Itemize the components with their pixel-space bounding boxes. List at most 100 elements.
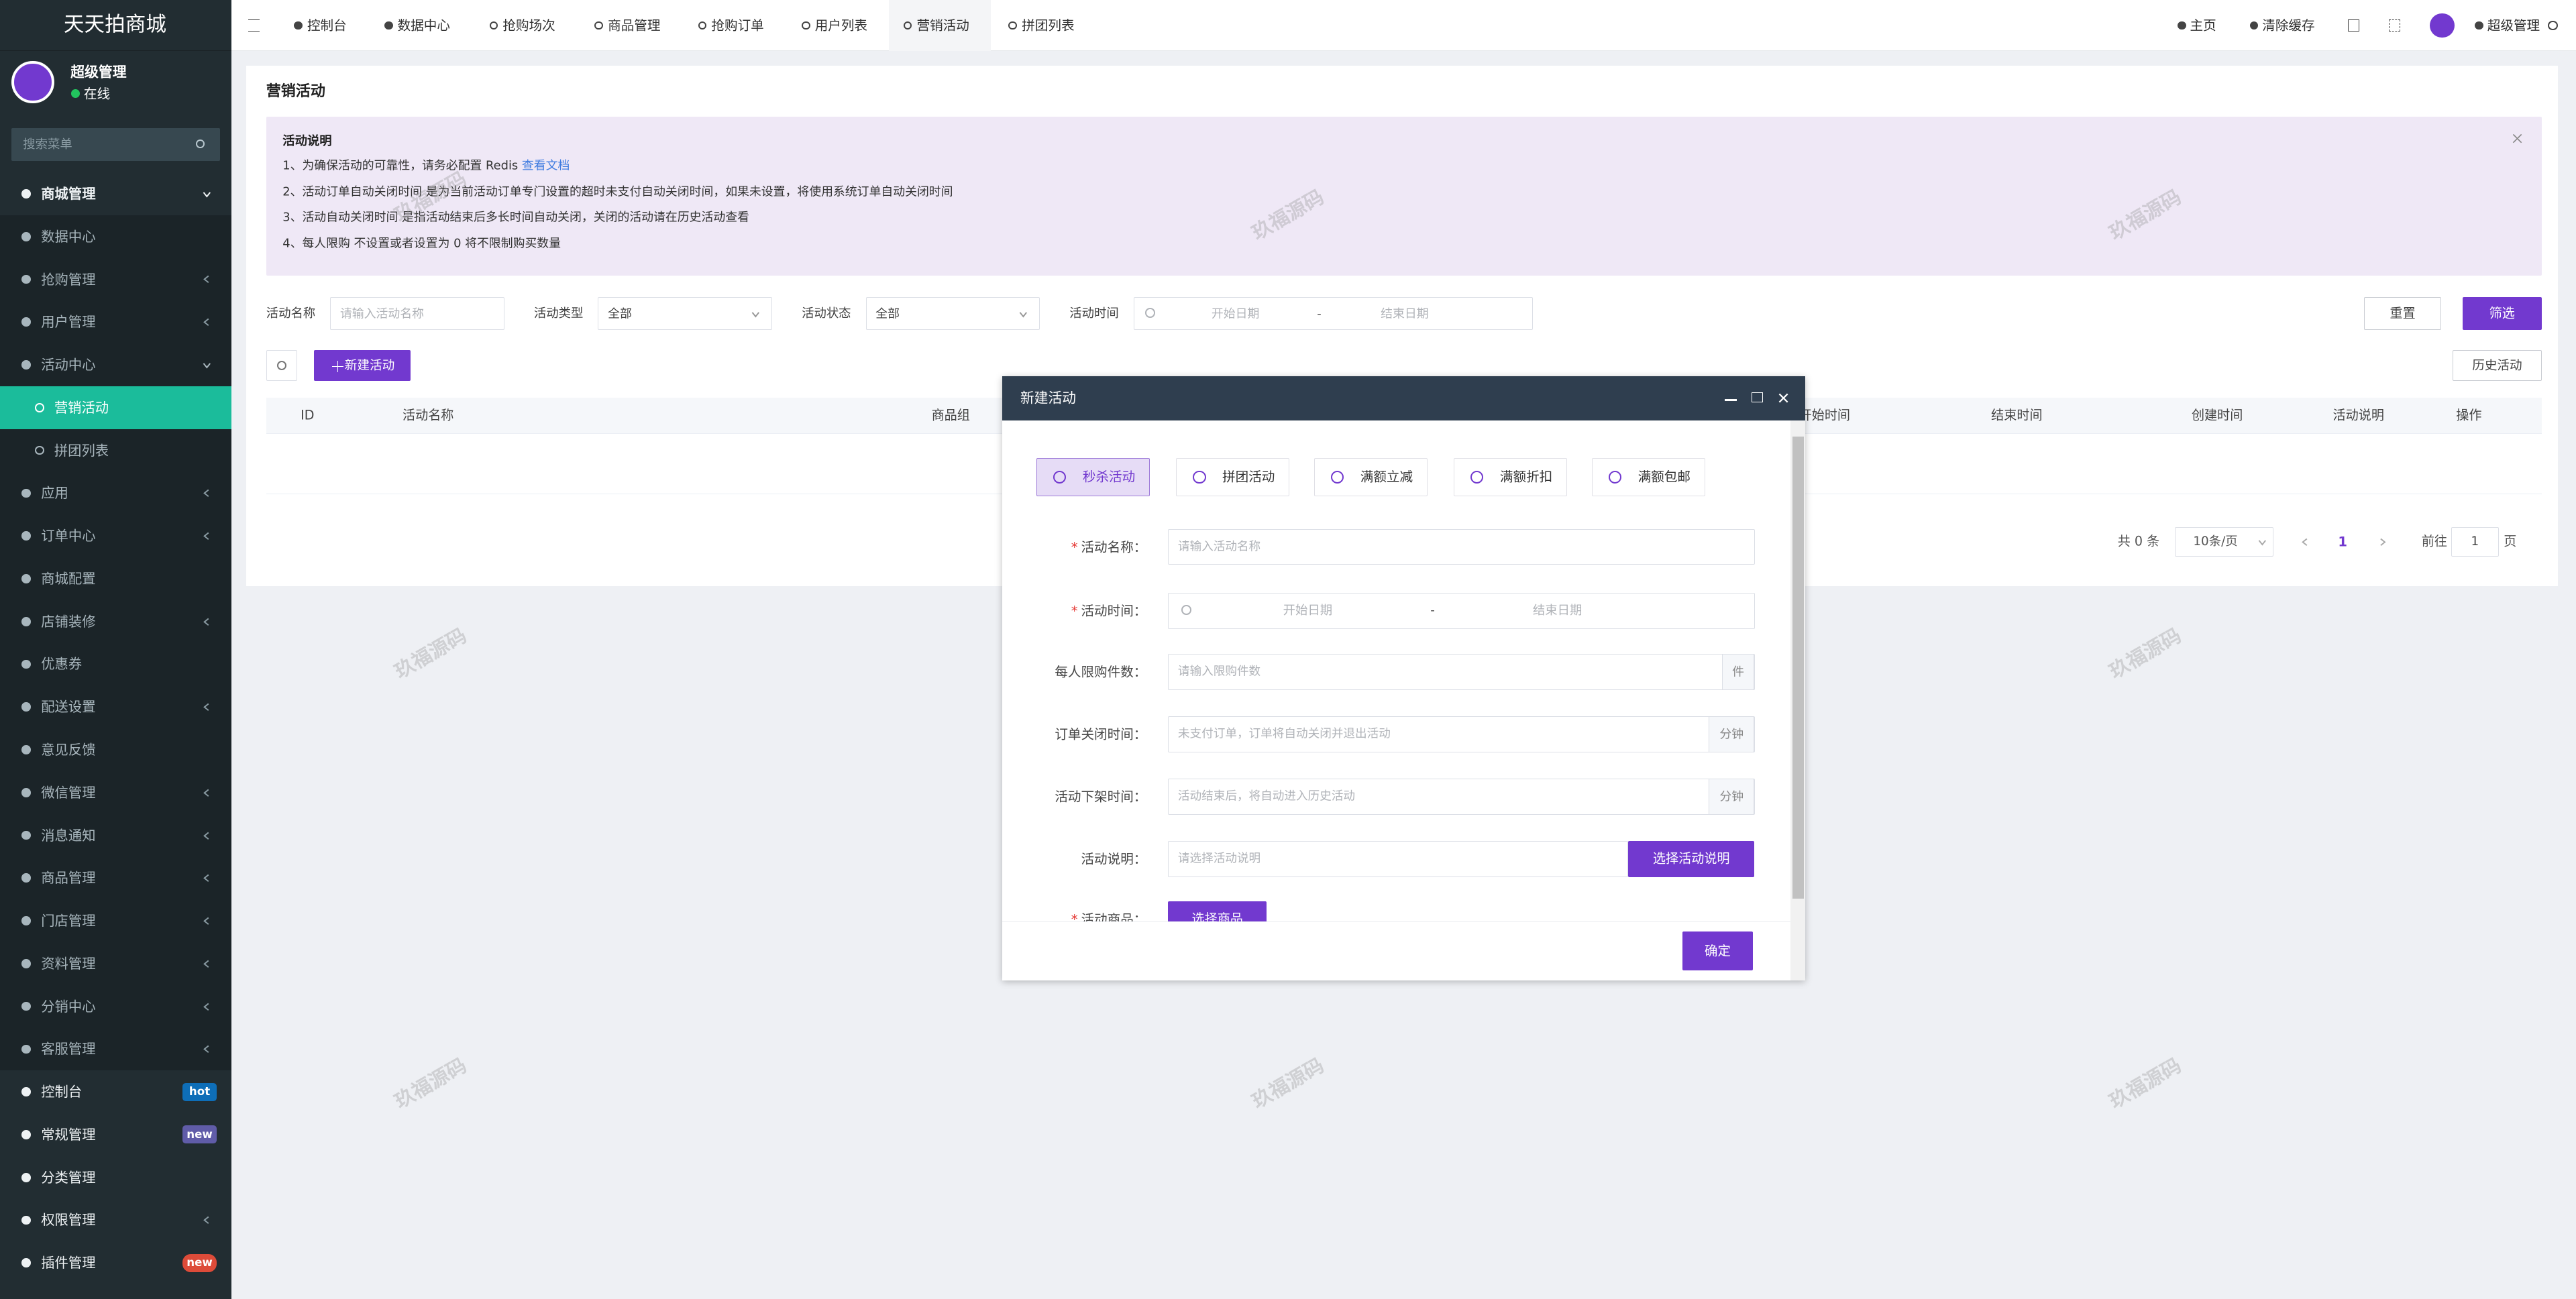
menu-item[interactable]: [0, 471, 232, 515]
user-name: 超级管理: [70, 64, 127, 80]
menu-item[interactable]: [0, 514, 232, 558]
topbar-link[interactable]: 超级管理: [2487, 17, 2540, 34]
search-icon: [196, 139, 205, 148]
menu-search[interactable]: [11, 128, 221, 161]
confirm-label: 确定: [1704, 943, 1731, 959]
menu-arrow: [202, 488, 212, 498]
chevron: [2301, 538, 2307, 547]
page-size-arrow: [2257, 537, 2267, 547]
doc-link[interactable]: 查看文档: [521, 158, 570, 173]
page-size-select[interactable]: [2175, 527, 2274, 557]
reset-btn[interactable]: [2364, 297, 2442, 331]
menu-item[interactable]: [0, 172, 232, 215]
menu-item[interactable]: [0, 343, 232, 386]
menu-icon: [21, 1001, 32, 1011]
modal-close[interactable]: [1778, 392, 1789, 404]
required-mark: *: [1071, 539, 1078, 555]
field-input[interactable]: [1168, 593, 1755, 629]
menu-arrow: [202, 189, 212, 199]
fullscreen-btn[interactable]: [2347, 19, 2359, 32]
field-label: 每人限购件数：: [1055, 663, 1147, 679]
create-btn[interactable]: [313, 349, 411, 382]
filter-input[interactable]: [1133, 297, 1533, 331]
menu-icon: [34, 402, 44, 412]
filter-btn[interactable]: [2463, 297, 2542, 331]
menu-item[interactable]: [0, 899, 232, 943]
watermark: 玖福源码: [2105, 624, 2186, 683]
menu-item[interactable]: [0, 215, 232, 258]
filter-placeholder: 请输入活动名称: [339, 306, 424, 321]
avatar: [11, 60, 54, 104]
current-page[interactable]: 1: [2338, 534, 2348, 550]
notice-close[interactable]: [2512, 133, 2523, 144]
menu-item[interactable]: [0, 728, 232, 771]
filter-input[interactable]: [865, 297, 1040, 331]
menu-item[interactable]: [0, 258, 232, 301]
expand-btn[interactable]: [2388, 19, 2400, 32]
type-label: 拼团活动: [1222, 469, 1275, 485]
date-icon: [1181, 605, 1191, 616]
menu-item[interactable]: [0, 642, 232, 686]
chevron: [203, 363, 211, 369]
select-arrow: [751, 308, 761, 319]
filter-input[interactable]: [330, 297, 504, 331]
menu-item[interactable]: [0, 942, 232, 985]
field-suffix: [1721, 653, 1755, 690]
chevron: [203, 832, 209, 840]
menu-icon: [21, 659, 32, 669]
menu-icon: [21, 830, 32, 840]
modal-max[interactable]: [1751, 392, 1763, 402]
menu-item[interactable]: [0, 771, 232, 814]
menu-item[interactable]: [0, 1027, 232, 1071]
date-end: 结束日期: [1532, 603, 1582, 618]
close-icon: [1778, 393, 1788, 403]
confirm-btn[interactable]: [1682, 931, 1754, 971]
table-column: 活动名称: [402, 407, 454, 423]
field-placeholder: 活动结束后，将自动进入历史活动: [1177, 789, 1356, 803]
menu-item[interactable]: [0, 856, 232, 900]
history-btn[interactable]: [2453, 349, 2542, 382]
menu-label: 营销活动: [54, 399, 109, 416]
menu-label: 意见反馈: [41, 741, 96, 758]
menu-icon: [21, 1258, 32, 1268]
field-input[interactable]: [1168, 528, 1755, 565]
topbar-link[interactable]: 主页: [2190, 17, 2216, 34]
topbar-link[interactable]: 清除缓存: [2262, 17, 2315, 34]
menu-item[interactable]: [0, 300, 232, 344]
filter-input[interactable]: [598, 297, 772, 331]
menu-item[interactable]: [0, 557, 232, 600]
refresh-btn[interactable]: [266, 349, 298, 382]
menu-item[interactable]: [0, 600, 232, 643]
brand: 天天拍商城: [63, 13, 166, 37]
field-input[interactable]: [1168, 840, 1628, 877]
menu-item[interactable]: [0, 984, 232, 1028]
type-icon: [1608, 470, 1622, 484]
menu-toggle[interactable]: [248, 19, 260, 32]
settings-btn[interactable]: [2548, 20, 2559, 31]
tab-label: 拼团列表: [1022, 17, 1075, 34]
menu-item[interactable]: [0, 813, 232, 857]
field-button[interactable]: [1627, 840, 1755, 877]
field-suffix-text: 分钟: [1719, 789, 1744, 804]
field-label: 活动名称：: [1081, 539, 1147, 555]
tab-icon: [384, 21, 393, 30]
notice-line: 2、活动订单自动关闭时间 是为当前活动订单专门设置的超时未支付自动关闭时间，如果…: [282, 184, 953, 199]
chevron: [203, 318, 209, 327]
menu-icon: [21, 616, 32, 626]
date-separator: -: [1430, 603, 1435, 618]
menu-item[interactable]: [0, 1198, 232, 1242]
modal-min[interactable]: [1725, 399, 1737, 401]
menu-label: 用户管理: [41, 314, 96, 331]
goto-input[interactable]: [2451, 527, 2499, 557]
type-label: 秒杀活动: [1082, 469, 1136, 485]
field-placeholder: 请选择活动说明: [1177, 852, 1261, 866]
menu-arrow: [202, 959, 212, 969]
chevron: [1020, 312, 1028, 318]
menu-label: 数据中心: [41, 228, 96, 245]
table-column: 结束时间: [1991, 407, 2043, 423]
field-button[interactable]: [1168, 901, 1267, 921]
page-suffix: 页: [2504, 533, 2517, 549]
menu-item[interactable]: [0, 685, 232, 729]
menu-arrow: [202, 531, 212, 541]
menu-item[interactable]: [0, 1155, 232, 1199]
